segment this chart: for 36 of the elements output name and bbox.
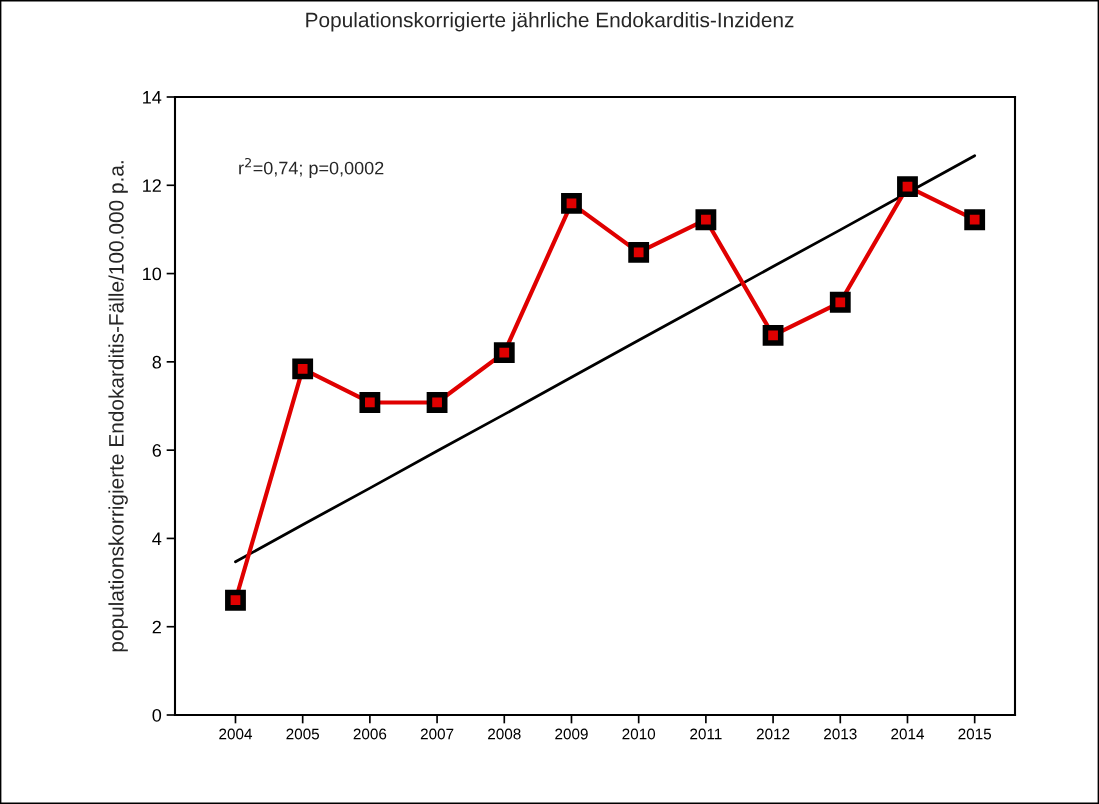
annotation: r$^{2}$=0,74; p=0,0002 bbox=[239, 157, 384, 178]
point bbox=[493, 342, 515, 364]
chart-title: Populationskorrigierte jährliche Endokarditis-Inzidenz bbox=[306, 12, 794, 32]
x-tick-label: 2014 bbox=[891, 728, 925, 740]
x-tick-label: 2010 bbox=[622, 728, 656, 740]
x-tick-label: 2008 bbox=[488, 728, 521, 740]
point bbox=[561, 192, 582, 214]
y-tick-label: 2 bbox=[152, 620, 161, 634]
y-tick-label: 14 bbox=[143, 91, 162, 104]
x-tick-label: 2009 bbox=[555, 728, 588, 740]
x-tick-label: 2013 bbox=[824, 728, 857, 740]
y-tick-label: 8 bbox=[152, 355, 162, 369]
point bbox=[225, 589, 246, 611]
y-tick-label: 10 bbox=[143, 267, 162, 281]
x-tick-label: 2006 bbox=[353, 728, 387, 740]
x-tick-label: 2007 bbox=[420, 728, 454, 740]
point bbox=[897, 176, 918, 198]
point bbox=[762, 324, 784, 346]
y-tick-label: 6 bbox=[152, 444, 162, 457]
point bbox=[628, 241, 650, 263]
point bbox=[695, 209, 717, 231]
line-series bbox=[234, 154, 977, 564]
point bbox=[964, 209, 986, 231]
x-tick-label: 2004 bbox=[219, 728, 253, 740]
y-tick-label: 0 bbox=[152, 708, 162, 722]
point bbox=[359, 392, 381, 413]
point bbox=[292, 358, 314, 380]
y-tick-label: 4 bbox=[152, 532, 162, 545]
x-tick-label: 2005 bbox=[286, 728, 320, 740]
point bbox=[426, 392, 448, 413]
y-axis-title: populationskorrigierte Endokarditis-Fälle/100.000 p.a. bbox=[108, 161, 128, 652]
y-tick-label: 12 bbox=[143, 179, 161, 192]
x-tick-label: 2011 bbox=[690, 728, 722, 740]
point bbox=[829, 291, 851, 313]
x-tick-label: 2012 bbox=[756, 728, 790, 740]
x-tick-label: 2015 bbox=[958, 728, 992, 740]
